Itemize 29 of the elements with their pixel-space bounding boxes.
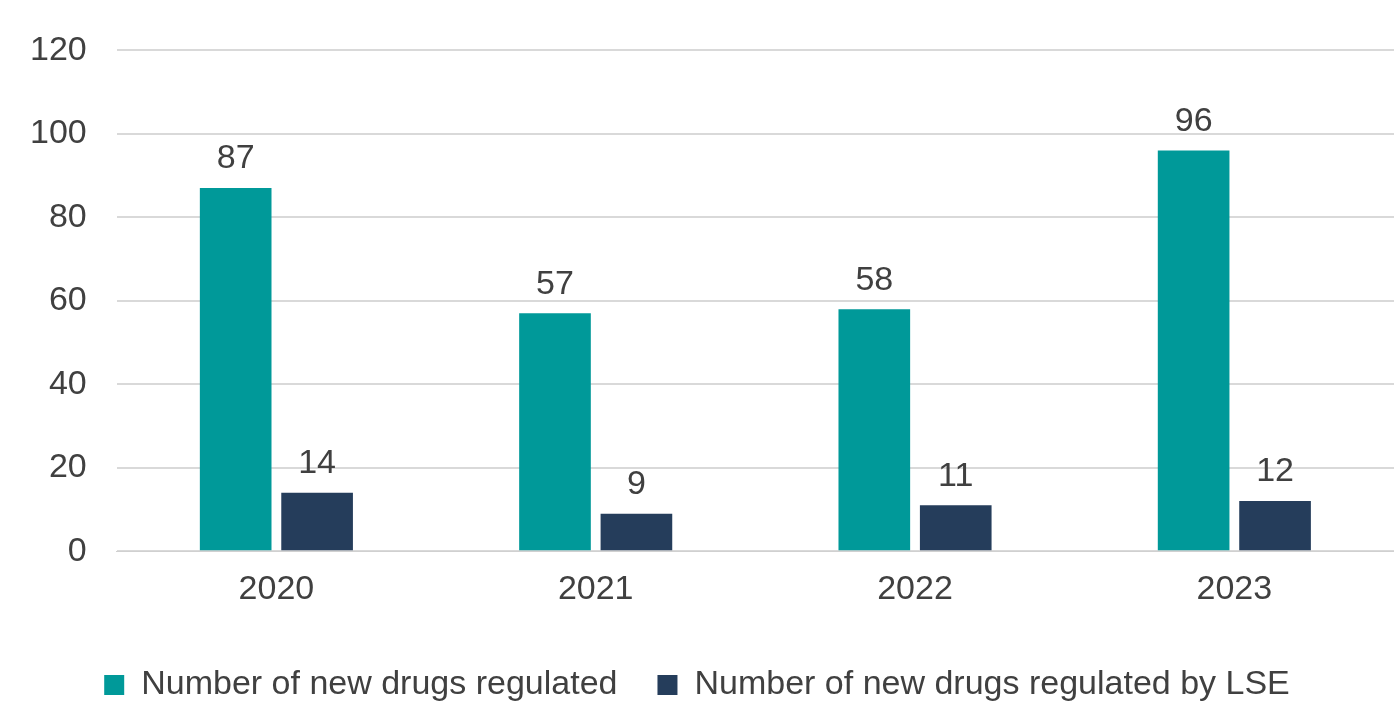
data-label: 87 <box>216 137 255 176</box>
data-label: 12 <box>1256 450 1294 489</box>
x-tick-label: 2023 <box>1196 567 1273 606</box>
data-label: 11 <box>938 454 974 493</box>
bar <box>1239 501 1311 551</box>
y-tick-label: 20 <box>48 446 87 485</box>
y-tick-label: 60 <box>48 279 87 318</box>
data-label: 14 <box>298 442 337 481</box>
legend-label: Number of new drugs regulated <box>141 663 618 702</box>
x-tick-label: 2022 <box>877 567 953 606</box>
bar <box>1157 150 1230 551</box>
data-label: 9 <box>626 463 646 502</box>
x-tick-label: 2020 <box>238 567 315 606</box>
bar <box>281 492 353 551</box>
bar <box>199 188 272 551</box>
bar <box>838 309 911 551</box>
bar <box>519 313 591 551</box>
legend-label: Number of new drugs regulated by LSE <box>694 663 1290 702</box>
bar <box>919 505 992 551</box>
y-tick-label: 0 <box>67 529 87 568</box>
x-tick-label: 2021 <box>557 567 634 606</box>
data-label: 57 <box>536 262 574 301</box>
y-tick-label: 40 <box>48 362 87 401</box>
y-tick-label: 120 <box>29 28 87 67</box>
y-tick-label: 100 <box>29 112 87 151</box>
data-label: 58 <box>855 258 894 297</box>
y-tick-label: 80 <box>48 195 87 234</box>
bar <box>600 513 673 551</box>
data-label: 96 <box>1174 99 1213 138</box>
